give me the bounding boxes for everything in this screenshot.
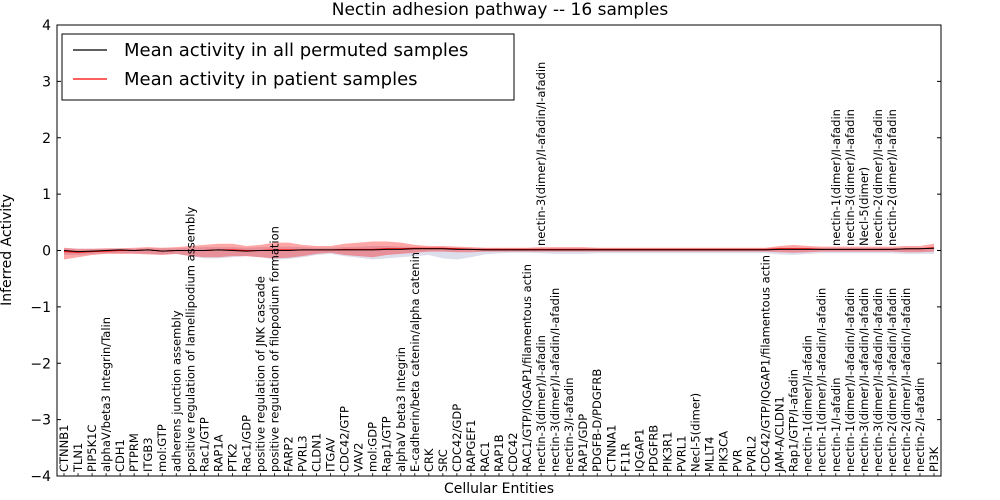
patient-band bbox=[64, 241, 934, 260]
y-tick-label: 0 bbox=[42, 244, 51, 260]
x-tick-label: ITGB3 bbox=[141, 437, 155, 472]
y-tick-label: 4 bbox=[42, 18, 51, 34]
x-tick-label: adherens junction assembly bbox=[169, 310, 183, 472]
x-tick-label: PVRL1 bbox=[674, 435, 688, 472]
x-upper-label: nectin-3(dimer)/I-afadin/I-afadin bbox=[534, 62, 548, 246]
x-tick-label: SRC bbox=[436, 449, 450, 472]
y-tick-label: 3 bbox=[42, 74, 51, 90]
x-upper-label: nectin-2(dimer)/I-afadin bbox=[871, 109, 885, 246]
y-axis-label: Inferred Activity bbox=[0, 194, 15, 306]
x-tick-label: CDH1 bbox=[113, 439, 127, 472]
x-tick-label: MLLT4 bbox=[703, 437, 717, 473]
x-tick-label: alphaV/beta3 Integrin/Talin bbox=[99, 317, 113, 472]
legend-label-permuted: Mean activity in all permuted samples bbox=[124, 40, 468, 61]
x-tick-label: nectin-1/I-afadin bbox=[829, 378, 843, 473]
legend-box bbox=[61, 33, 515, 101]
y-tick-label: −4 bbox=[30, 469, 51, 485]
x-tick-label: RAC1 bbox=[478, 441, 492, 472]
x-tick-label: nectin-1(dimer)/I-afadin/I-afadin bbox=[843, 288, 857, 472]
x-tick-label: CDC42/GDP bbox=[450, 404, 464, 472]
legend-label-patient: Mean activity in patient samples bbox=[124, 69, 418, 90]
x-tick-label: PIK3CA bbox=[717, 431, 731, 472]
x-tick-label: JAM-A/CLDN1 bbox=[773, 396, 787, 473]
x-tick-label: RAC1/GTP/IQGAP1/filamentous actin bbox=[520, 264, 534, 472]
x-tick-label: VAV2 bbox=[352, 443, 366, 472]
x-tick-label: mol:GTP bbox=[155, 424, 169, 472]
x-tick-label: CTNNB1 bbox=[57, 425, 71, 472]
x-tick-label: PIP5K1C bbox=[85, 425, 99, 472]
x-tick-label: CDC42 bbox=[506, 432, 520, 472]
x-tick-label: nectin-2(dimer)/I-afadin/I-afadin bbox=[899, 288, 913, 472]
x-tick-label: CTNNA1 bbox=[604, 425, 618, 472]
x-upper-label: nectin-2(dimer)/I-afadin bbox=[885, 109, 899, 246]
x-tick-label: PVRL2 bbox=[745, 435, 759, 472]
x-tick-label: PI3K bbox=[927, 446, 941, 472]
x-tick-label: PDGFRB bbox=[646, 425, 660, 472]
series-lines bbox=[63, 247, 935, 253]
permuted-mean-line bbox=[63, 247, 935, 253]
x-tick-label: CDC42/GTP bbox=[338, 406, 352, 472]
legend: Mean activity in all permuted samples Me… bbox=[61, 33, 515, 101]
x-tick-label: PDGFB-D/PDGFRB bbox=[590, 369, 604, 472]
x-tick-label: CDC42/GTP/IQGAP1/filamentous actin bbox=[759, 255, 773, 472]
x-tick-label: PTPRM bbox=[127, 433, 141, 472]
x-tick-label: RAP1A bbox=[211, 434, 225, 472]
x-tick-label: Rac1/GTP bbox=[197, 417, 211, 472]
x-tick-label: nectin-1(dimer)/I-afadin/I-afadin bbox=[815, 288, 829, 472]
plot-frame bbox=[56, 24, 942, 477]
x-tick-label: nectin-3(dimer)/I-afadin/I-afadin bbox=[871, 288, 885, 472]
y-tick-labels: −4 −3 −2 −1 0 1 2 3 4 bbox=[30, 18, 941, 485]
x-tick-label: alphaV beta3 Integrin bbox=[394, 347, 408, 472]
x-tick-label: positive regulation of JNK cascade bbox=[254, 276, 268, 472]
x-tick-label: FARP2 bbox=[282, 436, 296, 472]
x-tick-label: mol:GDP bbox=[366, 422, 380, 472]
x-tick-label: nectin-1(dimer)/I-afadin bbox=[801, 335, 815, 472]
x-tick-label: Rap1/GTP/I-afadin bbox=[787, 369, 801, 472]
x-tick-label: nectin-3(dimer)/I-afadin/I-afadin bbox=[548, 288, 562, 472]
x-tick-label: nectin-2/I-afadin bbox=[913, 378, 927, 473]
y-tick-label: −3 bbox=[30, 413, 51, 429]
x-tick-label: PTK2 bbox=[225, 443, 239, 472]
chart-title: Nectin adhesion pathway -- 16 samples bbox=[332, 0, 669, 20]
y-tick-label: −1 bbox=[30, 300, 51, 316]
x-tick-labels: CTNNB1 TLN1 PIP5K1C alphaV/beta3 Integrin/T… bbox=[57, 62, 941, 476]
x-tick-label: Rap1/GTP bbox=[380, 416, 394, 472]
x-tick-label: Rac1/GDP bbox=[239, 415, 253, 472]
x-tick-label: E-cadherin/beta catenin/alpha catenin bbox=[408, 252, 422, 472]
x-tick-label: nectin-3(dimer)/I-afadin/I-afadin bbox=[857, 288, 871, 472]
x-tick-label: nectin-2(dimer)/I-afadin/I-afadin bbox=[885, 288, 899, 472]
y-tick-label: 2 bbox=[42, 131, 51, 147]
x-tick-label: positive regulation of filopodium format… bbox=[268, 226, 282, 472]
x-tick-label: nectin-3/I-afadin bbox=[562, 378, 576, 473]
x-tick-label: Necl-5(dimer) bbox=[689, 393, 703, 472]
x-tick-label: IQGAP1 bbox=[632, 429, 646, 472]
x-tick-label: CRK bbox=[422, 448, 436, 472]
x-tick-label: PVR bbox=[731, 449, 745, 472]
x-tick-label: CLDN1 bbox=[310, 433, 324, 472]
y-tick-label: 1 bbox=[42, 187, 51, 203]
y-tick-label: −2 bbox=[30, 356, 51, 372]
x-upper-label: Necl-5(dimer) bbox=[857, 167, 871, 246]
x-upper-label: nectin-1(dimer)/I-afadin bbox=[829, 109, 843, 246]
x-tick-label: F11R bbox=[618, 443, 632, 472]
x-tick-label: PVRL3 bbox=[296, 435, 310, 472]
x-tick-label: RAP1B bbox=[492, 434, 506, 472]
x-tick-label: RAPGEF1 bbox=[464, 420, 478, 472]
x-tick-label: ITGAV bbox=[324, 438, 338, 472]
x-tick-label: TLN1 bbox=[71, 443, 85, 473]
x-tick-label: PIK3R1 bbox=[660, 432, 674, 473]
x-tick-label: nectin-3(dimer)/I-afadin bbox=[534, 335, 548, 472]
x-upper-label: nectin-3(dimer)/I-afadin bbox=[843, 109, 857, 246]
x-tick-label: positive regulation of lamellipodium ass… bbox=[183, 207, 197, 472]
x-tick-label: RAP1/GDP bbox=[576, 414, 590, 472]
x-axis-label: Cellular Entities bbox=[444, 481, 554, 497]
